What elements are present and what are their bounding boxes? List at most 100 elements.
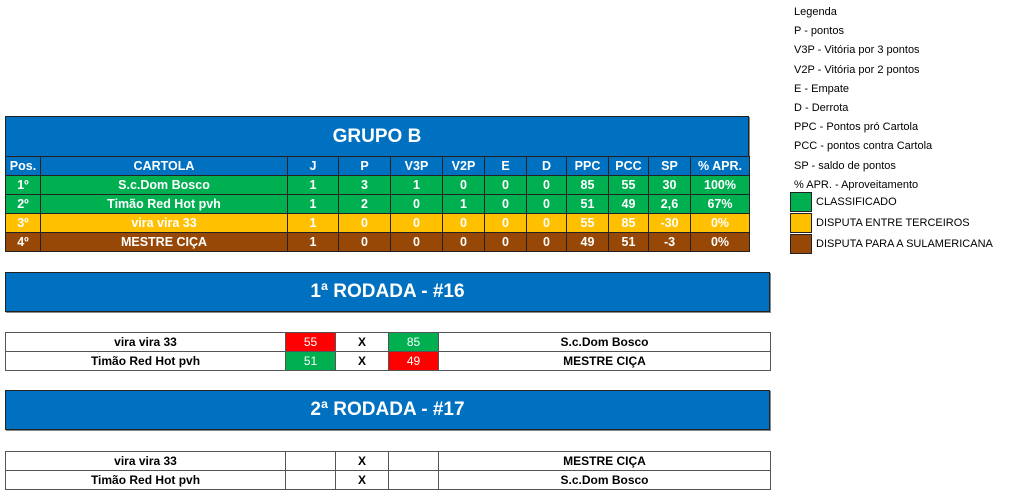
match-row: vira vira 33 55 X 85 S.c.Dom Bosco xyxy=(5,332,771,352)
group-title: GRUPO B xyxy=(5,116,749,157)
cell: 1º xyxy=(5,175,41,195)
column-header: P xyxy=(338,156,391,176)
cell: 1 xyxy=(287,194,339,214)
versus: X xyxy=(335,451,389,471)
round-1-matches: vira vira 33 55 X 85 S.c.Dom Bosco Timão… xyxy=(5,332,771,371)
home-score: 55 xyxy=(285,332,336,352)
cell: 0 xyxy=(442,175,485,195)
column-header: % APR. xyxy=(690,156,750,176)
legend-item: E - Empate xyxy=(794,82,850,95)
legend-swatch xyxy=(790,213,812,233)
home-team: Timão Red Hot pvh xyxy=(5,351,286,371)
round-2-matches: vira vira 33 X MESTRE CIÇA Timão Red Hot… xyxy=(5,451,771,490)
column-header: J xyxy=(287,156,339,176)
cell: 0 xyxy=(484,213,527,233)
cell: vira vira 33 xyxy=(40,213,288,233)
cell: 100% xyxy=(690,175,750,195)
home-team: vira vira 33 xyxy=(5,451,286,471)
legend-item: % APR. - Aproveitamento xyxy=(794,178,919,191)
cell: 55 xyxy=(566,213,609,233)
cell: 0 xyxy=(526,194,567,214)
cell: 85 xyxy=(566,175,609,195)
cell: 0 xyxy=(526,232,567,252)
cell: 0 xyxy=(442,213,485,233)
cell: 30 xyxy=(648,175,691,195)
cell: 1 xyxy=(390,175,443,195)
legend-item: D - Derrota xyxy=(794,102,849,114)
home-score xyxy=(285,470,336,490)
cell: 0 xyxy=(484,232,527,252)
column-header: E xyxy=(484,156,527,176)
away-team: MESTRE CIÇA xyxy=(438,351,771,371)
cell: 0 xyxy=(390,232,443,252)
versus: X xyxy=(335,470,389,490)
table-header: Pos. CARTOLA J P V3P V2P E D PPC PCC SP% APR. xyxy=(5,156,750,176)
home-team: vira vira 33 xyxy=(5,332,286,352)
cell: 1 xyxy=(287,175,339,195)
table-row: 1º S.c.Dom Bosco 1 3 1 0 0 0 85 55 30 100% xyxy=(5,175,750,195)
cell: 3 xyxy=(338,175,391,195)
cell: 55 xyxy=(608,175,649,195)
column-header: D xyxy=(526,156,567,176)
cell: 0 xyxy=(338,213,391,233)
table-row: 2º Timão Red Hot pvh 1 2 0 1 0 0 51 49 2,6 67% xyxy=(5,194,750,214)
cell: 49 xyxy=(608,194,649,214)
cell: 4º xyxy=(5,232,41,252)
cell: -3 xyxy=(648,232,691,252)
away-score: 85 xyxy=(388,332,439,352)
legend-swatch-label: DISPUTA ENTRE TERCEIROS xyxy=(816,217,970,229)
away-score xyxy=(388,451,439,471)
match-row: Timão Red Hot pvh X S.c.Dom Bosco xyxy=(5,470,771,490)
cell: 0% xyxy=(690,232,750,252)
column-header: CARTOLA xyxy=(40,156,288,176)
cell: MESTRE CIÇA xyxy=(40,232,288,252)
table-row: 3º vira vira 33 1 0 0 0 0 0 55 85 -30 0% xyxy=(5,213,750,233)
away-team: MESTRE CIÇA xyxy=(438,451,771,471)
cell: 67% xyxy=(690,194,750,214)
cell: 0 xyxy=(390,194,443,214)
cell: 0 xyxy=(390,213,443,233)
legend-item: PPC - Pontos pró Cartola xyxy=(794,121,919,134)
legend-item: P - pontos xyxy=(794,25,844,38)
legend-swatch-label: CLASSIFICADO xyxy=(816,196,897,208)
cell: 3º xyxy=(5,213,41,233)
cell: Timão Red Hot pvh xyxy=(40,194,288,214)
cell: 2º xyxy=(5,194,41,214)
cell: 2,6 xyxy=(648,194,691,214)
legend-item: V2P - Vitória por 2 pontos xyxy=(794,63,920,76)
away-team: S.c.Dom Bosco xyxy=(438,470,771,490)
legend-item: SP - saldo de pontos xyxy=(794,159,896,172)
legend-item: PCC - pontos contra Cartola xyxy=(794,140,933,153)
cell: 0 xyxy=(338,232,391,252)
cell: -30 xyxy=(648,213,691,233)
legend-swatch xyxy=(790,192,812,212)
cell: 0 xyxy=(526,213,567,233)
standings-table: Pos. CARTOLA J P V3P V2P E D PPC PCC SP% APR. 1º S.c… xyxy=(5,156,750,252)
home-team: Timão Red Hot pvh xyxy=(5,470,286,490)
column-header: Pos. xyxy=(5,156,41,176)
versus: X xyxy=(335,332,389,352)
column-header: SP xyxy=(648,156,691,176)
column-header: V2P xyxy=(442,156,485,176)
cell: 0 xyxy=(442,232,485,252)
home-score: 51 xyxy=(285,351,336,371)
legend-swatch-label: DISPUTA PARA A SULAMERICANA xyxy=(816,238,993,250)
versus: X xyxy=(335,351,389,371)
cell: 1 xyxy=(287,213,339,233)
away-score: 49 xyxy=(388,351,439,371)
legend-item: V3P - Vitória por 3 pontos xyxy=(794,44,920,57)
column-header: PPC xyxy=(566,156,609,176)
cell: 2 xyxy=(338,194,391,214)
column-header: V3P xyxy=(390,156,443,176)
round-1-title: 1ª RODADA - #16 xyxy=(5,272,770,312)
cell: 0 xyxy=(484,175,527,195)
home-score xyxy=(285,451,336,471)
away-score xyxy=(388,470,439,490)
cell: S.c.Dom Bosco xyxy=(40,175,288,195)
match-row: Timão Red Hot pvh 51 X 49 MESTRE CIÇA xyxy=(5,351,771,371)
cell: 1 xyxy=(442,194,485,214)
table-row: 4º MESTRE CIÇA 1 0 0 0 0 0 49 51 -3 0% xyxy=(5,232,750,252)
match-row: vira vira 33 X MESTRE CIÇA xyxy=(5,451,771,471)
cell: 49 xyxy=(566,232,609,252)
legend-item: Legenda xyxy=(794,6,837,18)
